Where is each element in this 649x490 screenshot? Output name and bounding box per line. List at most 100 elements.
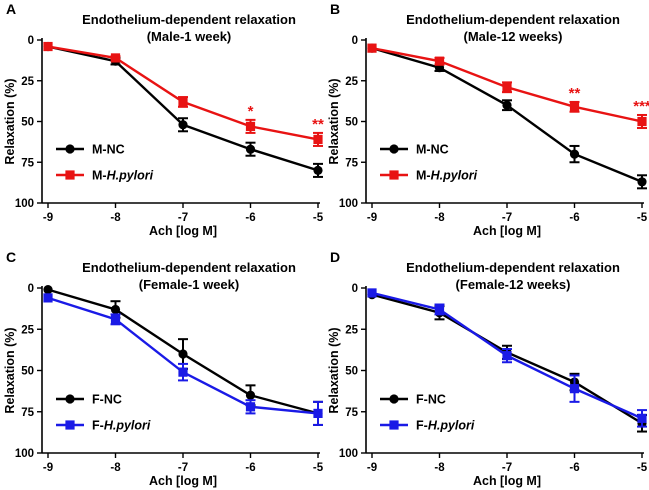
y-tick-label: 75 bbox=[345, 407, 358, 419]
legend-label: M-H.pylori bbox=[92, 169, 154, 183]
chart-subtitle: (Male-12 weeks) bbox=[464, 29, 563, 44]
x-tick-label: -6 bbox=[569, 462, 579, 474]
legend-prefix: M- bbox=[92, 143, 107, 157]
legend-marker bbox=[389, 420, 399, 430]
series-1 bbox=[43, 41, 323, 178]
data-point bbox=[245, 121, 256, 131]
legend-label: F-H.pylori bbox=[416, 419, 475, 433]
legend-item: M-NC bbox=[380, 143, 449, 157]
chart-title: Endothelium-dependent relaxation bbox=[406, 260, 620, 275]
x-tick-label: -6 bbox=[569, 212, 579, 224]
legend-prefix: F- bbox=[416, 393, 428, 407]
data-point bbox=[502, 351, 512, 361]
data-point bbox=[313, 165, 323, 175]
x-tick-label: -9 bbox=[43, 212, 53, 224]
legend-marker bbox=[65, 144, 75, 154]
legend-item: M-NC bbox=[56, 143, 125, 157]
data-point bbox=[502, 82, 512, 92]
x-axis-label: Ach [log M] bbox=[149, 474, 217, 488]
y-tick-label: 25 bbox=[21, 324, 34, 336]
series-2 bbox=[43, 41, 323, 147]
legend-item: M-H.pylori bbox=[56, 169, 154, 183]
y-tick-label: 25 bbox=[345, 324, 358, 336]
legend-item: F-NC bbox=[380, 393, 446, 407]
legend-label: F-NC bbox=[416, 393, 446, 407]
series-1 bbox=[43, 285, 323, 426]
data-point bbox=[637, 177, 647, 187]
legend-label: M-NC bbox=[92, 143, 125, 157]
y-axis-label: Relaxation (%) bbox=[3, 327, 17, 413]
legend-prefix: M- bbox=[416, 169, 431, 183]
panel-d: D Endothelium-dependent relaxation (Female… bbox=[327, 249, 648, 488]
y-tick-label: 100 bbox=[15, 448, 34, 460]
data-point bbox=[178, 97, 188, 107]
x-tick-label: -5 bbox=[313, 462, 324, 474]
data-point bbox=[245, 402, 256, 412]
significance-label: * bbox=[248, 103, 254, 120]
legend-label: F-NC bbox=[92, 393, 122, 407]
series-line bbox=[371, 46, 643, 183]
legend-marker bbox=[389, 170, 399, 180]
data-point bbox=[178, 367, 188, 377]
data-point bbox=[178, 120, 188, 130]
data-point bbox=[367, 288, 377, 298]
data-point bbox=[43, 293, 53, 303]
legend-name: H.pylori bbox=[428, 419, 475, 433]
y-tick-label: 25 bbox=[21, 76, 34, 88]
significance-label: ** bbox=[312, 116, 324, 133]
data-point bbox=[434, 56, 445, 66]
chart-title: Endothelium-dependent relaxation bbox=[406, 12, 620, 27]
data-point bbox=[178, 349, 188, 359]
legend-prefix: M- bbox=[416, 143, 431, 157]
x-tick-label: -5 bbox=[313, 212, 324, 224]
legend-item: F-NC bbox=[56, 393, 122, 407]
data-point bbox=[110, 304, 121, 315]
legend-name: H.pylori bbox=[431, 169, 478, 183]
x-axis-label: Ach [log M] bbox=[473, 474, 541, 488]
legend-prefix: F- bbox=[92, 393, 104, 407]
y-tick-label: 25 bbox=[345, 76, 358, 88]
chart-subtitle: (Female-12 weeks) bbox=[456, 277, 571, 292]
data-point bbox=[110, 53, 121, 63]
data-point bbox=[245, 390, 256, 400]
data-point bbox=[367, 43, 377, 53]
data-point bbox=[434, 304, 445, 315]
x-tick-label: -7 bbox=[178, 212, 188, 224]
panel-b: B Endothelium-dependent relaxation (Male-1… bbox=[327, 1, 649, 238]
legend-marker bbox=[389, 144, 399, 154]
y-tick-label: 100 bbox=[15, 198, 34, 210]
legend-name: NC bbox=[431, 143, 449, 157]
legend-marker bbox=[65, 170, 75, 180]
x-tick-label: -7 bbox=[502, 212, 512, 224]
series-2 bbox=[367, 43, 647, 130]
panel-letter: B bbox=[330, 1, 340, 17]
data-point bbox=[43, 41, 53, 52]
data-point bbox=[569, 384, 580, 394]
chart-title: Endothelium-dependent relaxation bbox=[82, 12, 296, 27]
data-point bbox=[313, 134, 323, 145]
y-tick-label: 50 bbox=[345, 117, 358, 129]
panel-letter: D bbox=[330, 249, 340, 265]
data-point bbox=[502, 100, 512, 110]
x-tick-label: -5 bbox=[637, 212, 648, 224]
legend-label: M-NC bbox=[416, 143, 449, 157]
y-axis-label: Relaxation (%) bbox=[327, 327, 341, 413]
significance-label: ** bbox=[569, 85, 581, 102]
y-tick-label: 0 bbox=[352, 35, 358, 47]
y-tick-label: 100 bbox=[339, 448, 358, 460]
legend-prefix: M- bbox=[92, 169, 107, 183]
x-tick-label: -8 bbox=[434, 462, 445, 474]
panel-a: A Endothelium-dependent relaxation (Male-1… bbox=[3, 1, 324, 238]
x-tick-label: -7 bbox=[502, 462, 512, 474]
x-tick-label: -8 bbox=[434, 212, 445, 224]
series-2 bbox=[43, 293, 323, 426]
x-tick-label: -8 bbox=[110, 212, 121, 224]
y-tick-label: 50 bbox=[21, 117, 34, 129]
data-point bbox=[245, 144, 256, 154]
panel-letter: A bbox=[6, 1, 16, 17]
chart-subtitle: (Male-1 week) bbox=[147, 29, 232, 44]
legend-name: NC bbox=[107, 143, 125, 157]
panel-c: C Endothelium-dependent relaxation (Female… bbox=[3, 249, 324, 488]
y-tick-label: 100 bbox=[339, 198, 358, 210]
